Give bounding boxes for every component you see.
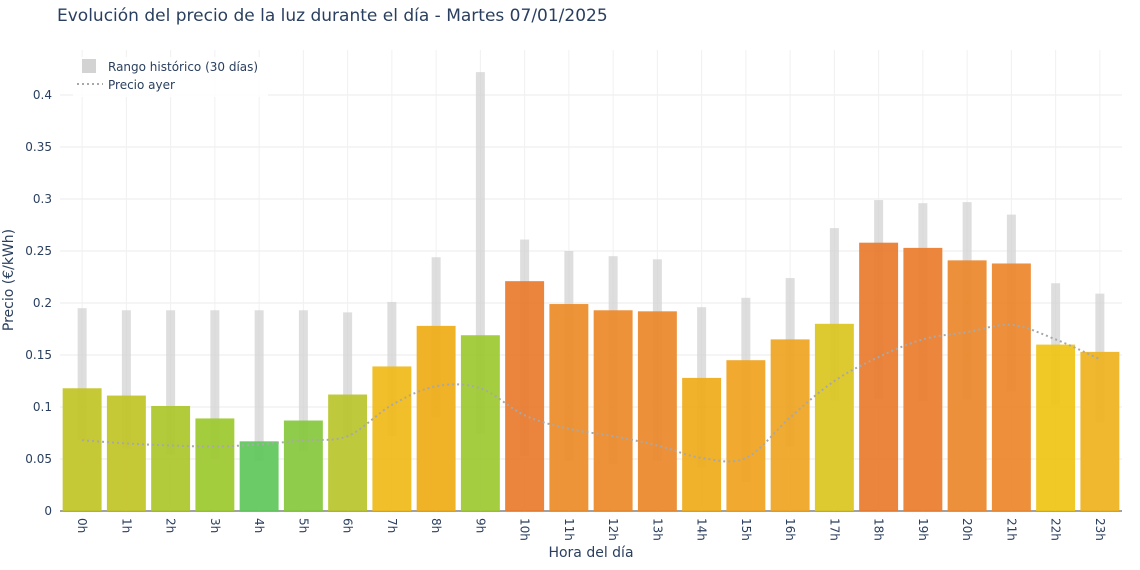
price-bar-8h[interactable] bbox=[416, 325, 456, 511]
range-bar-17h[interactable] bbox=[829, 228, 839, 401]
price-bar-17h[interactable] bbox=[814, 323, 854, 511]
price-bar-4h[interactable] bbox=[239, 441, 279, 511]
x-tick-label: 11h bbox=[562, 518, 576, 541]
range-bar-9h[interactable] bbox=[475, 72, 485, 435]
y-tick-label: 0.3 bbox=[33, 192, 52, 206]
y-tick-label: 0.2 bbox=[33, 296, 52, 310]
price-bar-9h[interactable] bbox=[460, 335, 500, 511]
range-bar-3h[interactable] bbox=[210, 310, 220, 459]
price-bar-13h[interactable] bbox=[637, 311, 677, 511]
x-tick-label: 17h bbox=[827, 518, 841, 541]
price-bar-16h[interactable] bbox=[770, 339, 810, 511]
x-tick-label: 0h bbox=[75, 518, 89, 533]
price-bar-20h[interactable] bbox=[947, 260, 987, 511]
price-bar-23h[interactable] bbox=[1080, 351, 1120, 511]
price-bar-14h[interactable] bbox=[682, 377, 722, 511]
price-bar-3h[interactable] bbox=[195, 418, 235, 511]
x-tick-label: 22h bbox=[1049, 518, 1063, 541]
yesterday-price-line bbox=[82, 323, 1101, 463]
y-axis-title: Precio (€/kWh) bbox=[1, 229, 17, 331]
x-tick-label: 19h bbox=[916, 518, 930, 541]
legend-range-swatch bbox=[82, 59, 96, 73]
range-bar-5h[interactable] bbox=[298, 310, 308, 451]
x-tick-label: 23h bbox=[1093, 518, 1107, 541]
price-bar-12h[interactable] bbox=[593, 310, 633, 511]
x-tick-label: 3h bbox=[208, 518, 222, 533]
range-bar-4h[interactable] bbox=[254, 310, 264, 462]
price-bar-21h[interactable] bbox=[991, 263, 1031, 511]
chart-title: Evolución del precio de la luz durante e… bbox=[57, 6, 608, 26]
price-bars bbox=[62, 242, 1120, 511]
x-axis-title: Hora del día bbox=[548, 545, 633, 561]
x-tick-label: 2h bbox=[164, 518, 178, 533]
range-bar-6h[interactable] bbox=[343, 312, 353, 439]
y-tick-label: 0.15 bbox=[25, 348, 52, 362]
y-tick-label: 0.35 bbox=[25, 140, 52, 154]
legend-yesterday-label[interactable]: Precio ayer bbox=[108, 78, 175, 92]
x-tick-label: 20h bbox=[960, 518, 974, 541]
y-tick-label: 0.1 bbox=[33, 400, 52, 414]
legend-range-label[interactable]: Rango histórico (30 días) bbox=[108, 60, 258, 74]
price-bar-7h[interactable] bbox=[372, 366, 412, 511]
price-bar-1h[interactable] bbox=[106, 395, 146, 511]
x-tick-label: 5h bbox=[296, 518, 310, 533]
price-bar-2h[interactable] bbox=[151, 405, 191, 511]
range-bar-2h[interactable] bbox=[166, 310, 176, 455]
y-tick-labels: 0 0.05 0.1 0.15 0.2 0.25 0.3 0.35 0.4 bbox=[25, 88, 52, 518]
price-bar-10h[interactable] bbox=[505, 281, 545, 511]
range-bar-0h[interactable] bbox=[77, 308, 87, 441]
price-bar-11h[interactable] bbox=[549, 304, 589, 511]
x-tick-label: 15h bbox=[739, 518, 753, 541]
legend[interactable]: Rango histórico (30 días) Precio ayer bbox=[73, 57, 268, 97]
x-tick-label: 6h bbox=[341, 518, 355, 533]
price-bar-15h[interactable] bbox=[726, 360, 766, 511]
range-bar-1h[interactable] bbox=[121, 310, 131, 449]
x-tick-label: 1h bbox=[119, 518, 133, 533]
legend-background bbox=[73, 57, 268, 97]
x-tick-label: 21h bbox=[1004, 518, 1018, 541]
price-bar-22h[interactable] bbox=[1036, 344, 1076, 511]
y-tick-label: 0.4 bbox=[33, 88, 52, 102]
x-tick-label: 13h bbox=[650, 518, 664, 541]
price-bar-19h[interactable] bbox=[903, 247, 943, 511]
y-tick-label: 0 bbox=[44, 504, 52, 518]
price-bar-5h[interactable] bbox=[283, 420, 323, 511]
x-tick-label: 18h bbox=[872, 518, 886, 541]
x-tick-label: 10h bbox=[518, 518, 532, 541]
y-tick-label: 0.25 bbox=[25, 244, 52, 258]
x-tick-label: 7h bbox=[385, 518, 399, 533]
y-tick-label: 0.05 bbox=[25, 452, 52, 466]
x-tick-label: 14h bbox=[695, 518, 709, 541]
x-tick-label: 12h bbox=[606, 518, 620, 541]
x-tick-label: 9h bbox=[473, 518, 487, 533]
range-bar-22h[interactable] bbox=[1051, 283, 1061, 405]
x-tick-label: 4h bbox=[252, 518, 266, 533]
x-tick-labels: 0h 1h 2h 3h 4h 5h 6h 7h 8h 9h 10h 11h 12h 13h 14h 15h 16… bbox=[75, 518, 1107, 541]
price-bar-6h[interactable] bbox=[328, 394, 368, 511]
price-bar-18h[interactable] bbox=[859, 242, 899, 511]
x-tick-label: 16h bbox=[783, 518, 797, 541]
x-tick-label: 8h bbox=[429, 518, 443, 533]
price-bar-0h[interactable] bbox=[62, 388, 102, 511]
